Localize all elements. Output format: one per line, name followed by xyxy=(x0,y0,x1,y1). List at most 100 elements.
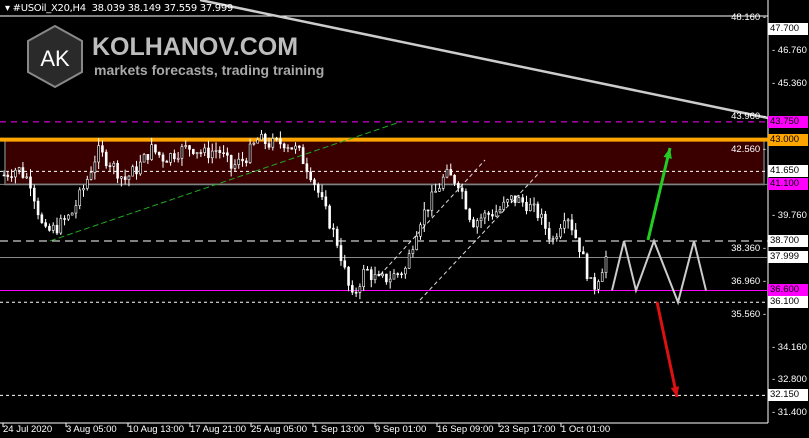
candle-body xyxy=(521,197,525,203)
price-tick: 43.960 - xyxy=(731,110,766,122)
candle-body xyxy=(362,268,365,287)
candle-body xyxy=(55,224,59,234)
candle-body xyxy=(369,269,373,280)
candle-body xyxy=(40,214,44,223)
candle-body xyxy=(578,237,581,252)
candle-body xyxy=(44,222,47,227)
candle-body xyxy=(154,144,157,153)
candle-body xyxy=(400,273,403,276)
candle-body xyxy=(260,133,263,141)
candle-body xyxy=(316,184,320,193)
candle-body xyxy=(491,214,494,217)
candle-body xyxy=(116,162,119,179)
candle-body xyxy=(17,167,21,171)
price-level-badge: 43.750 xyxy=(768,115,808,128)
candle-body xyxy=(229,154,233,169)
candle-body xyxy=(358,286,362,293)
candle-body xyxy=(74,205,78,214)
projection-zigzag xyxy=(611,238,707,306)
candle-body xyxy=(192,148,195,154)
candle-body xyxy=(210,150,214,159)
candle-body xyxy=(165,160,169,163)
candle-body xyxy=(373,274,377,280)
price-tick: - 46.760 xyxy=(772,44,807,56)
candle-body xyxy=(589,277,593,279)
candle-body xyxy=(298,145,301,148)
candle-body xyxy=(563,220,566,229)
candle-body xyxy=(10,176,13,178)
candle-body xyxy=(214,150,218,152)
time-tick: 1 Sep 13:00 xyxy=(313,424,365,435)
candle-body xyxy=(203,147,206,153)
candle-body xyxy=(525,201,528,212)
price-tick: 42.560 - xyxy=(731,143,766,155)
candle-body xyxy=(139,161,142,175)
price-level-badge: 36.100 xyxy=(768,296,808,309)
candle-body xyxy=(150,144,153,160)
candle-body xyxy=(377,274,381,277)
candle-body xyxy=(593,277,596,290)
price-level-badge: 38.700 xyxy=(768,234,808,247)
price-level-badge: 32.150 xyxy=(768,389,808,402)
price-tick: 48.160 - xyxy=(731,12,766,23)
price-level-badge: 37.999 xyxy=(768,251,808,264)
price-level-badge: 41.100 xyxy=(768,178,808,191)
candle-body xyxy=(544,213,547,229)
channel-line xyxy=(379,159,486,276)
price-tick: 38.360 - xyxy=(731,242,766,254)
candle-body xyxy=(513,195,517,203)
candle-body xyxy=(309,171,312,181)
candle-body xyxy=(453,174,456,184)
candle-body xyxy=(494,211,498,217)
candle-body xyxy=(498,209,502,213)
candle-body xyxy=(335,228,339,246)
candle-body xyxy=(226,152,229,156)
candle-body xyxy=(63,218,66,220)
candle-body xyxy=(532,203,536,206)
candle-body xyxy=(320,192,324,198)
candle-body xyxy=(48,225,51,231)
candle-body xyxy=(169,153,172,163)
price-tick: - 31.400 xyxy=(772,407,807,418)
candle-body xyxy=(426,209,430,212)
candle-body xyxy=(294,145,297,150)
logo-subtitle: markets forecasts, trading training xyxy=(94,62,325,78)
time-tick: 25 Aug 05:00 xyxy=(251,424,307,435)
candle-body xyxy=(252,142,256,145)
candle-body xyxy=(222,152,225,155)
candle-body xyxy=(460,187,464,192)
candle-body xyxy=(472,219,475,228)
candle-body xyxy=(184,145,188,147)
candle-body xyxy=(101,145,104,153)
down-arrow-icon-head xyxy=(670,386,680,397)
candle-body xyxy=(78,189,82,206)
candle-body xyxy=(241,158,244,162)
candle-body xyxy=(237,158,241,165)
candle-body xyxy=(559,227,562,238)
channel-line xyxy=(419,171,541,301)
price-level-badge: 36.600 xyxy=(768,284,808,297)
candle-body xyxy=(551,238,555,240)
candle-body xyxy=(142,154,146,163)
candle-body xyxy=(135,166,138,175)
candle-body xyxy=(290,147,294,150)
candle-body xyxy=(487,212,490,215)
candle-body xyxy=(381,273,384,277)
candle-body xyxy=(404,267,407,275)
candle-body xyxy=(313,179,316,185)
candle-body xyxy=(483,212,487,219)
candle-body xyxy=(248,143,252,163)
candle-body xyxy=(195,152,199,154)
candle-body xyxy=(324,196,328,207)
candle-body xyxy=(25,176,29,179)
candle-body xyxy=(574,229,578,239)
candle-body xyxy=(445,169,449,178)
time-tick: 24 Jul 2020 xyxy=(3,424,53,435)
candle-body xyxy=(468,208,471,220)
candle-body xyxy=(566,219,570,222)
candle-body xyxy=(536,203,540,219)
candle-body xyxy=(528,204,532,212)
candle-body xyxy=(441,176,445,189)
candle-body xyxy=(161,154,165,162)
